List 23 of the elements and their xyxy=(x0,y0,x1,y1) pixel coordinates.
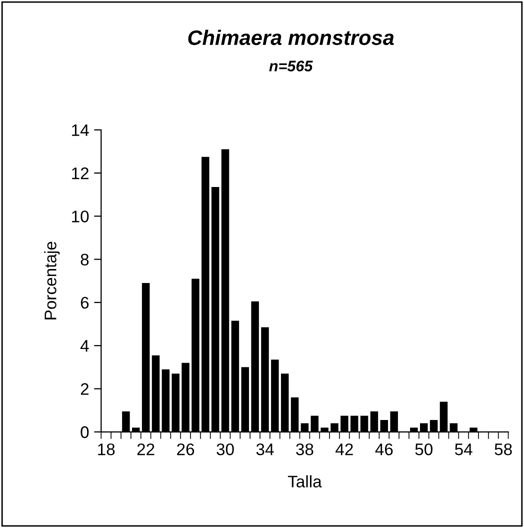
x-axis-title: Talla xyxy=(288,475,322,488)
x-tick-label: 46 xyxy=(375,443,393,456)
x-tick-label: 54 xyxy=(454,444,472,456)
y-tick-label: 0 xyxy=(80,426,89,438)
y-tick-label: 14 xyxy=(72,124,89,136)
x-tick-label: 42 xyxy=(336,443,353,456)
y-tick-label: 10 xyxy=(72,210,89,222)
y-tick-label: 2 xyxy=(80,383,88,395)
y-tick-label: 12 xyxy=(72,167,88,180)
y-tick-label: 6 xyxy=(80,296,89,309)
x-tick-label: 38 xyxy=(296,443,314,456)
y-tick-label: 8 xyxy=(80,254,89,266)
chart-subtitle: n=565 xyxy=(269,60,313,72)
x-tick-label: 50 xyxy=(415,443,432,456)
x-tick-label: 34 xyxy=(256,443,274,456)
x-tick-label: 58 xyxy=(494,443,512,456)
x-tick-label: 30 xyxy=(216,443,234,456)
x-tick-label: 22 xyxy=(137,443,154,456)
chart-title: Chimaera monstrosa xyxy=(188,30,394,46)
x-tick-label: 18 xyxy=(98,443,115,456)
y-tick-label: 4 xyxy=(80,340,89,352)
y-axis-title: Porcentaje xyxy=(44,242,60,320)
x-tick-label: 26 xyxy=(177,443,194,456)
